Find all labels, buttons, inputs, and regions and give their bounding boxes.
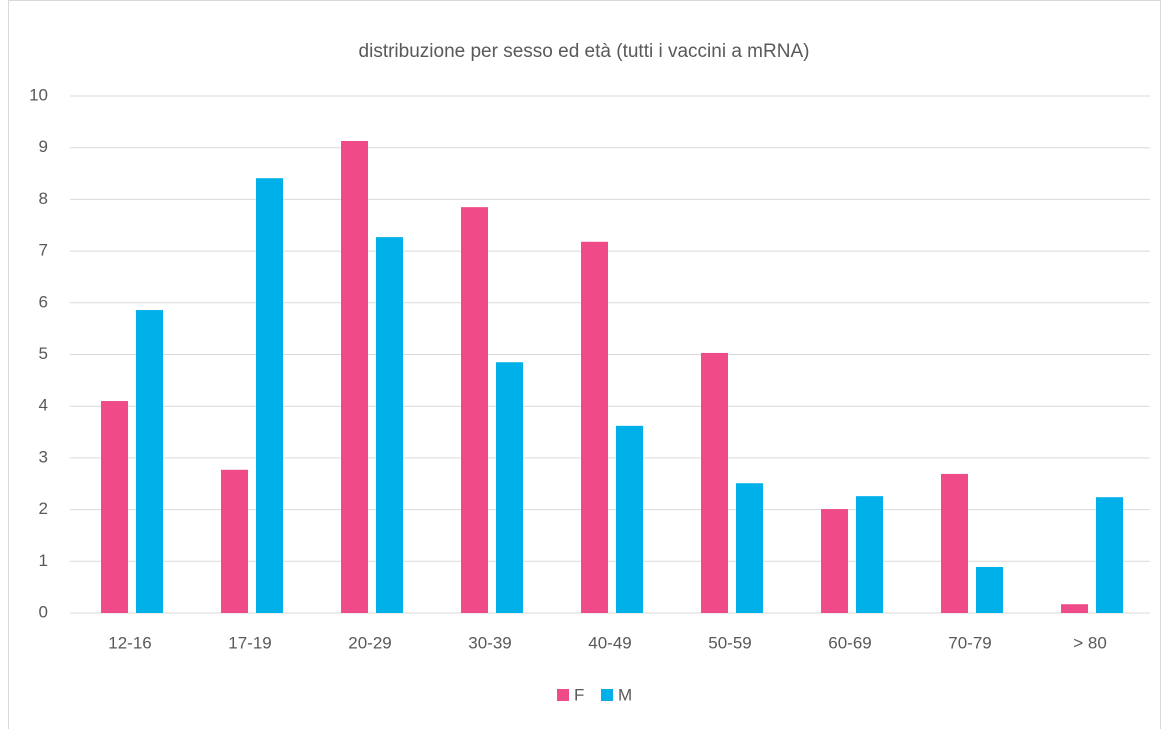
y-tick-label: 10 (29, 85, 48, 104)
x-tick-label: 50-59 (708, 633, 751, 652)
legend-label: F (574, 685, 584, 704)
x-tick-label: 60-69 (828, 633, 871, 652)
y-tick-label: 0 (39, 602, 48, 621)
bar (736, 483, 763, 613)
bar (976, 566, 1003, 613)
legend-swatch (557, 689, 569, 701)
bar (856, 496, 883, 613)
y-tick-label: 9 (39, 137, 48, 156)
x-tick-label: 30-39 (468, 633, 511, 652)
bar (616, 425, 643, 613)
bar (941, 473, 968, 613)
bar (701, 352, 728, 613)
x-tick-label: > 80 (1073, 633, 1107, 652)
bar (221, 469, 248, 613)
bar (136, 310, 163, 613)
y-tick-label: 3 (39, 447, 48, 466)
x-tick-label: 40-49 (588, 633, 631, 652)
y-tick-label: 2 (39, 499, 48, 518)
bar (461, 207, 488, 613)
bar (376, 237, 403, 614)
y-tick-label: 7 (39, 241, 48, 260)
bar (821, 509, 848, 613)
y-tick-label: 1 (39, 551, 48, 570)
bar (256, 178, 283, 613)
bar (496, 362, 523, 613)
x-tick-label: 20-29 (348, 633, 391, 652)
x-tick-label: 12-16 (108, 633, 151, 652)
chart-title: distribuzione per sesso ed età (tutti i … (359, 41, 810, 62)
x-tick-label: 70-79 (948, 633, 991, 652)
bar (341, 140, 368, 613)
y-tick-label: 5 (39, 344, 48, 363)
y-tick-label: 6 (39, 292, 48, 311)
y-tick-label: 8 (39, 189, 48, 208)
x-tick-label: 17-19 (228, 633, 271, 652)
bar (1061, 604, 1088, 613)
y-tick-label: 4 (39, 396, 48, 415)
legend-swatch (601, 689, 613, 701)
bar (1096, 497, 1123, 613)
legend-label: M (618, 685, 632, 704)
bar (101, 401, 128, 613)
bar (581, 241, 608, 613)
